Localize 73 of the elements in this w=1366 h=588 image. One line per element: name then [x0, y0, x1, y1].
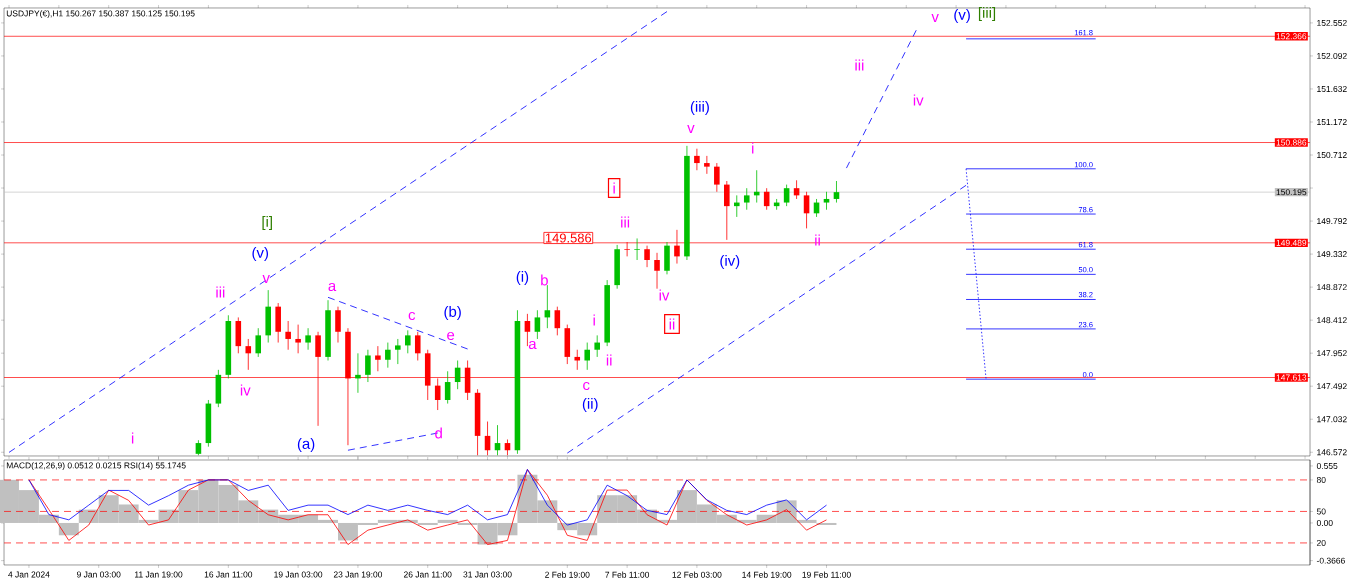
annotation: b: [541, 274, 548, 286]
annotation: ii: [815, 234, 820, 246]
x-tick-label: 11 Jan 19:00: [135, 571, 183, 578]
ref-line-label: 150.886: [1276, 139, 1307, 146]
annotation: ii: [606, 354, 612, 366]
x-tick-label: 16 Jan 11:00: [204, 571, 253, 578]
x-tick-label: 19 Feb 11:00: [802, 571, 851, 578]
ref-line-label: 152.366: [1276, 33, 1307, 40]
annotation: iii: [855, 59, 864, 71]
annotation: 149.586: [545, 233, 592, 243]
y-tick-label: 149.792: [1317, 218, 1347, 225]
annotation: c: [408, 311, 416, 321]
annotation: [iii]: [978, 7, 996, 21]
x-tick-label: 7 Feb 11:00: [605, 571, 650, 578]
annotation: v: [931, 14, 939, 22]
y-tick-label: 148.872: [1317, 284, 1347, 291]
annotation: iv: [913, 94, 924, 106]
annotation: d: [435, 427, 442, 439]
ref-line-label: 149.489: [1276, 239, 1307, 246]
y2-tick-label: 20: [1316, 539, 1326, 546]
annotation: i: [131, 432, 134, 444]
annotation: iii: [621, 216, 630, 228]
annotation: v: [687, 125, 695, 133]
y-tick-label: 146.572: [1317, 449, 1347, 456]
annotation: ii: [669, 318, 675, 330]
x-tick-label: 2 Feb 19:00: [545, 571, 590, 578]
annotation: (v): [954, 9, 970, 23]
annotation: i: [613, 182, 615, 194]
y-tick-label: 151.632: [1317, 85, 1347, 92]
chart-title: USDJPY(€),H1 150.267 150.387 150.125 150.195: [6, 10, 195, 19]
annotation: iv: [240, 384, 251, 396]
x-tick-label: 4 Jan 2024: [8, 571, 50, 578]
annotation: e: [447, 331, 455, 341]
annotation: [i]: [262, 216, 272, 230]
annotation: iv: [659, 289, 670, 301]
y2-tick-label: 50: [1316, 508, 1326, 515]
x-tick-label: 12 Feb 03:00: [672, 571, 722, 578]
y-tick-label: 151.172: [1317, 119, 1347, 125]
y-tick-label: 0.555: [1316, 462, 1338, 469]
annotation: (i): [516, 271, 529, 285]
annotation: c: [583, 381, 590, 391]
x-tick-label: 23 Jan 19:00: [333, 571, 383, 578]
x-tick-label: 26 Jan 11:00: [403, 571, 452, 578]
y-tick-label: 152.552: [1317, 19, 1347, 26]
ref-line-label: 150.195: [1276, 189, 1307, 196]
y-tick-label: -0.3666: [1316, 557, 1345, 564]
annotation: v: [262, 275, 270, 283]
annotation: (a): [297, 438, 315, 452]
y2-tick-label: 80: [1316, 476, 1326, 483]
y-tick-label: 148.412: [1317, 317, 1347, 324]
ref-line-label: 147.613: [1276, 374, 1307, 381]
y-tick-label: 0.00: [1316, 519, 1333, 526]
chart-title: MACD(12,26,9) 0.0512 0.0215 RSI(14) 55.1745: [6, 462, 186, 471]
annotation: a: [528, 340, 537, 350]
y-tick-label: 147.492: [1317, 383, 1347, 390]
annotation: (v): [252, 247, 269, 261]
y-tick-label: 149.332: [1317, 251, 1347, 258]
annotation: (iv): [720, 255, 740, 269]
annotation: (iii): [690, 101, 709, 115]
x-tick-label: 19 Jan 03:00: [274, 571, 323, 578]
y-tick-label: 150.712: [1317, 152, 1347, 159]
x-tick-label: 14 Feb 19:00: [742, 571, 792, 578]
annotation: (b): [444, 306, 461, 320]
annotation: i: [593, 314, 595, 326]
x-tick-label: 9 Jan 03:00: [76, 571, 121, 578]
annotation: (ii): [582, 398, 598, 412]
annotation: a: [328, 282, 337, 292]
y-tick-label: 152.092: [1317, 52, 1347, 59]
y-tick-label: 147.032: [1317, 416, 1347, 423]
annotation: iii: [216, 286, 225, 298]
x-tick-label: 31 Jan 03:00: [463, 571, 512, 578]
y-tick-label: 147.952: [1317, 350, 1347, 357]
annotation: i: [752, 142, 754, 154]
